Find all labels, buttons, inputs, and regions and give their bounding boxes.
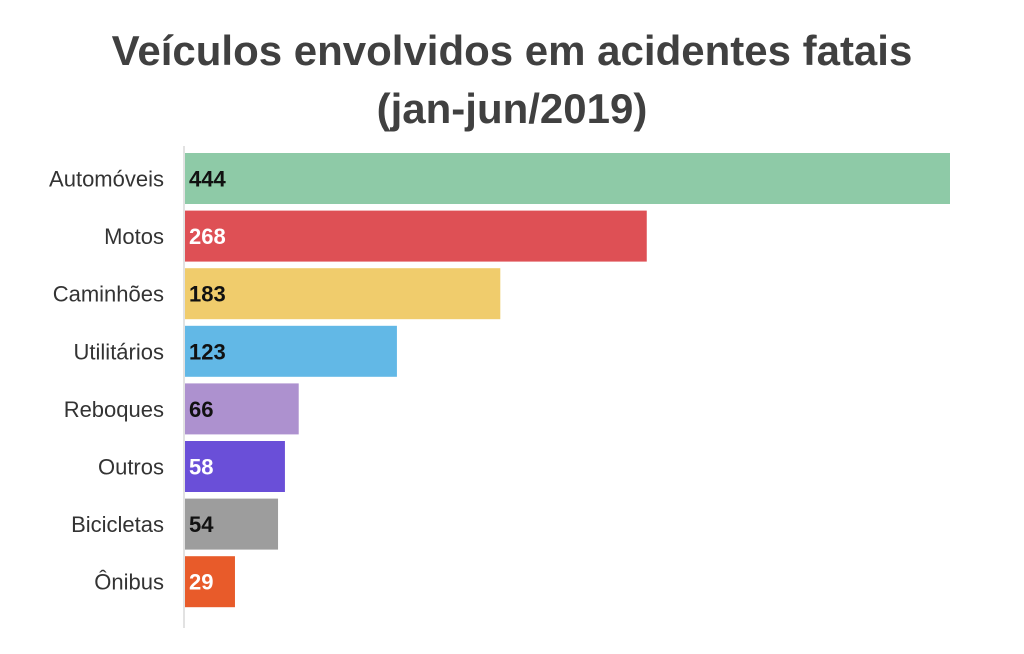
value-label-reboques: 66	[189, 397, 213, 422]
value-label-utilitarios: 123	[189, 339, 226, 364]
bars-group: Automóveis 444 Motos 268 Caminhões 183 Utilitá…	[49, 153, 950, 608]
value-label-bicicletas: 54	[189, 512, 214, 537]
bar-reboques	[185, 383, 299, 435]
value-label-caminhoes: 183	[189, 282, 226, 307]
bar-motos	[185, 210, 647, 262]
value-label-outros: 58	[189, 455, 213, 480]
bar-bicicletas	[185, 498, 279, 550]
bar-caminhoes	[185, 268, 501, 320]
category-label-reboques: Reboques	[64, 397, 164, 422]
category-label-automoveis: Automóveis	[49, 167, 164, 192]
bar-outros	[185, 441, 285, 492]
bar-automoveis	[185, 153, 950, 204]
chart-title-line2: (jan-jun/2019)	[376, 85, 648, 132]
value-label-automoveis: 444	[189, 167, 226, 192]
bar-utilitarios	[185, 325, 397, 377]
category-label-onibus: Ônibus	[94, 570, 164, 595]
chart-title-line1: Veículos envolvidos em acidentes fatais	[111, 27, 913, 74]
category-label-utilitarios: Utilitários	[74, 339, 164, 364]
value-label-onibus: 29	[189, 570, 213, 595]
category-label-bicicletas: Bicicletas	[71, 512, 164, 537]
category-label-outros: Outros	[98, 455, 164, 480]
chart-title: Veículos envolvidos em acidentes fatais …	[0, 22, 1024, 138]
bar-onibus	[185, 556, 235, 608]
category-label-caminhoes: Caminhões	[53, 282, 164, 307]
category-label-motos: Motos	[104, 224, 164, 249]
value-label-motos: 268	[189, 224, 226, 249]
